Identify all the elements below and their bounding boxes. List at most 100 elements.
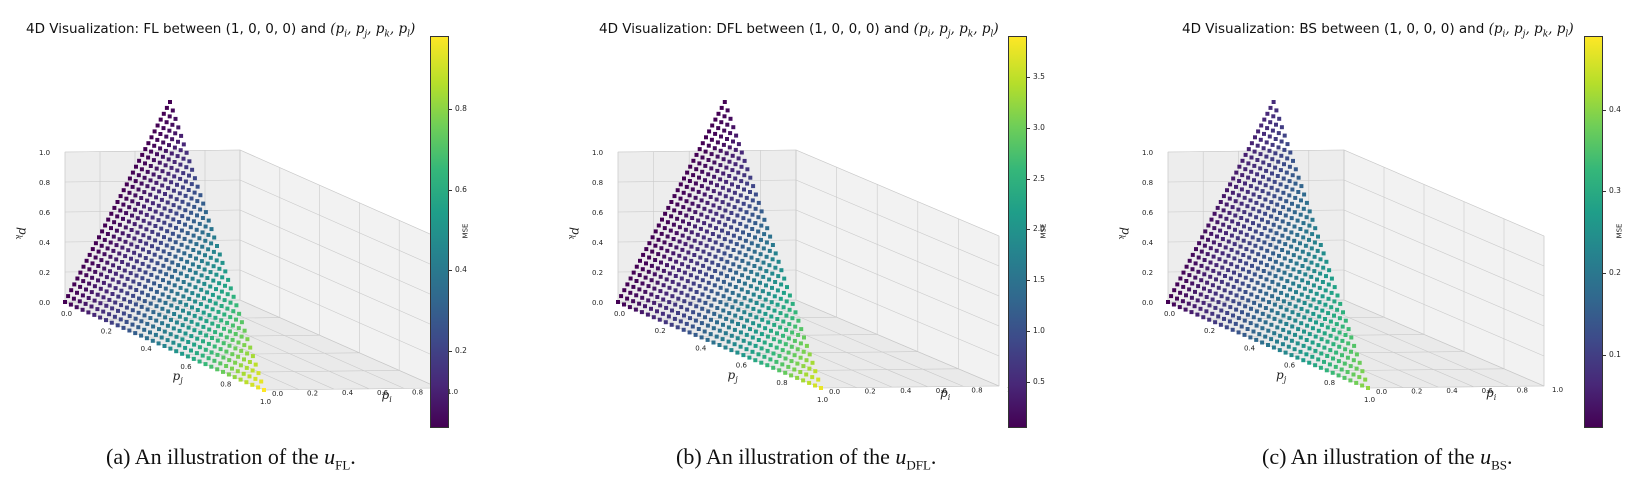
data-point [807, 380, 812, 385]
data-point [203, 347, 208, 352]
data-point [206, 341, 211, 346]
y-axis-label: pi [1486, 386, 1497, 402]
data-point [93, 269, 98, 274]
data-point [714, 334, 719, 339]
data-point [714, 226, 718, 231]
data-point [779, 282, 784, 287]
data-point [1273, 151, 1278, 156]
data-point [1277, 116, 1282, 121]
data-point [168, 194, 173, 199]
data-point [107, 297, 112, 302]
data-point [1207, 303, 1212, 308]
data-point [715, 154, 720, 159]
data-point [136, 173, 141, 178]
data-point [1335, 293, 1340, 298]
data-point [686, 250, 691, 255]
data-point [1258, 303, 1262, 308]
data-point [704, 258, 709, 263]
data-point [1320, 308, 1325, 313]
data-point [1281, 299, 1286, 304]
data-point [757, 309, 762, 314]
data-point [106, 217, 111, 222]
data-point [187, 296, 192, 301]
data-point [182, 236, 187, 241]
data-point [1196, 284, 1201, 289]
z-tick-label: 0.0 [592, 299, 603, 307]
data-point [718, 148, 723, 153]
data-point [154, 318, 159, 323]
data-point [227, 329, 232, 334]
data-point [196, 279, 201, 284]
data-point [723, 345, 728, 350]
data-point [1229, 247, 1234, 252]
data-point [662, 254, 667, 259]
data-point [1290, 295, 1295, 300]
data-point [1280, 248, 1285, 252]
data-point [193, 299, 198, 304]
data-point [732, 342, 737, 347]
data-point [1363, 377, 1368, 382]
data-point [1169, 294, 1174, 299]
x-tick-label: 0.0 [61, 310, 72, 318]
data-point [697, 284, 702, 289]
data-point [1293, 195, 1298, 200]
data-point [1184, 293, 1188, 298]
data-point [165, 323, 170, 328]
data-point [746, 247, 751, 252]
data-point [782, 276, 787, 281]
data-point [759, 223, 764, 228]
data-point [1310, 326, 1315, 331]
data-point [1275, 339, 1279, 344]
data-point [801, 378, 806, 383]
data-point [1283, 242, 1288, 247]
data-point [1202, 272, 1207, 277]
data-point [754, 286, 759, 291]
data-point [1255, 172, 1260, 177]
data-point [764, 240, 769, 245]
data-point [775, 302, 780, 307]
data-point [109, 320, 114, 325]
data-point [162, 220, 167, 225]
data-point [1307, 223, 1312, 228]
data-point [724, 165, 729, 170]
data-point [744, 210, 749, 215]
data-point [1255, 280, 1260, 285]
data-point [86, 310, 91, 315]
data-point [143, 256, 148, 260]
grid-line [239, 209, 440, 299]
data-point [185, 245, 190, 250]
data-point [723, 222, 728, 227]
data-point [651, 315, 656, 320]
data-point [188, 239, 193, 244]
data-point [157, 189, 162, 194]
data-point [753, 206, 758, 211]
data-point [133, 193, 138, 198]
colorbar-label: MSE [461, 223, 470, 239]
data-point [1304, 338, 1309, 342]
data-point [1309, 246, 1314, 251]
data-point [1233, 321, 1238, 326]
data-point [627, 305, 632, 310]
data-point [731, 125, 736, 130]
y-axis-label: pi [940, 386, 951, 402]
data-point [694, 275, 699, 280]
data-point [157, 312, 162, 317]
scatter3d-plot: 0.00.00.00.20.20.20.40.40.40.60.60.60.80… [567, 100, 1018, 404]
data-point [1293, 318, 1298, 323]
data-point [1208, 260, 1213, 265]
data-point [661, 283, 666, 288]
data-point [157, 298, 162, 303]
data-point [1340, 324, 1345, 329]
data-point [149, 287, 153, 292]
data-point [183, 317, 188, 322]
data-point [158, 117, 163, 122]
data-point [213, 301, 218, 306]
data-points [1166, 100, 1370, 390]
data-point [727, 311, 732, 316]
data-point [807, 366, 812, 371]
data-point [1360, 369, 1365, 374]
figure-caption: (a) An illustration of the uFL. [106, 444, 356, 473]
data-point [184, 274, 189, 279]
data-point [1221, 222, 1226, 227]
data-point [1277, 239, 1282, 244]
